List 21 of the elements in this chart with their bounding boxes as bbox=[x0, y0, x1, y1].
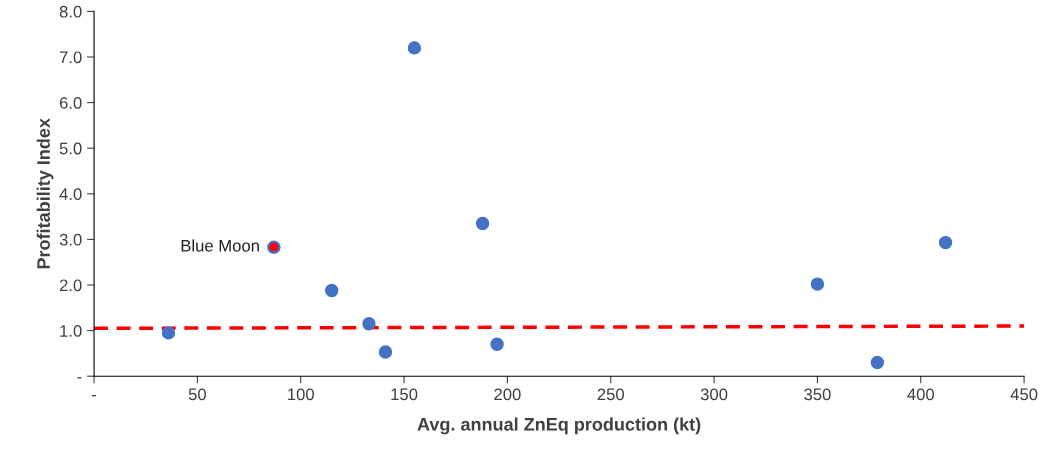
y-tick-label: 1.0 bbox=[60, 325, 82, 337]
annotation: Blue Moon bbox=[181, 239, 259, 252]
x-tick-label: 250 bbox=[597, 388, 624, 401]
x-tick-label: 150 bbox=[391, 388, 418, 401]
x-tick-label: 100 bbox=[288, 388, 314, 401]
x-tick-label: 300 bbox=[700, 388, 728, 401]
y-tick-label: 4.0 bbox=[59, 188, 82, 200]
y-tick-label: - bbox=[77, 377, 82, 379]
x-tick-label: 50 bbox=[188, 388, 207, 401]
x-tick-label: 200 bbox=[494, 388, 521, 401]
y-tick-label: 8.0 bbox=[59, 5, 82, 18]
y-tick-label: 5.0 bbox=[59, 142, 82, 155]
y-tick-label: 6.0 bbox=[59, 97, 82, 109]
x-tick-label: 350 bbox=[804, 388, 831, 401]
x-axis-title: Avg. annual ZnEq production (kt) bbox=[417, 417, 701, 435]
y-axis-title: Profitability Index bbox=[36, 118, 54, 269]
x-tick-label: 400 bbox=[907, 388, 935, 401]
y-tick-label: 3.0 bbox=[59, 233, 82, 246]
y-tick-label: 7.0 bbox=[59, 51, 82, 64]
y-tick-label: 2.0 bbox=[59, 279, 82, 292]
x-tick-label: 450 bbox=[1010, 388, 1038, 401]
